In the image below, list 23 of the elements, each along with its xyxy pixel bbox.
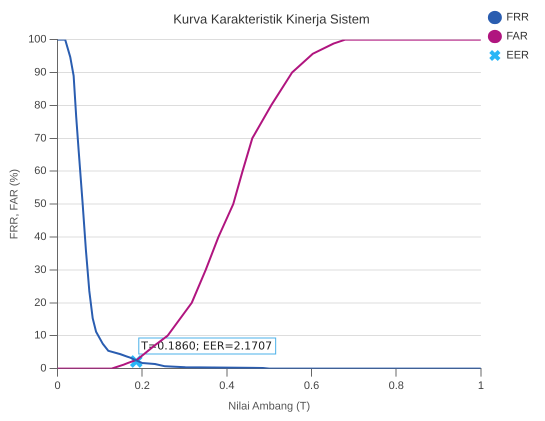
x-tick-label: 0.6 [304,380,320,392]
x-axis-title: Nilai Ambang (T) [228,400,310,412]
y-tick-label: 10 [34,330,47,342]
x-tick-label: 0 [54,380,61,392]
y-tick-label: 0 [40,362,47,375]
y-tick-label: 60 [34,165,47,178]
x-tick-label: 0.8 [388,380,404,392]
y-tick-label: 100 [28,34,47,46]
legend-label: FAR [506,30,528,43]
y-tick-label: 80 [34,99,47,112]
y-tick-label: 70 [34,132,47,144]
y-tick-label: 90 [34,66,47,79]
y-tick-label: 20 [34,296,47,309]
y-tick-label: 40 [34,231,47,244]
x-tick-label: 0.4 [219,380,235,392]
x-tick-label: 1 [478,380,484,392]
y-axis-title: FRR, FAR (%) [8,168,21,240]
legend-label: EER [506,50,530,62]
y-tick-label: 50 [34,198,47,210]
chart-title: Kurva Karakteristik Kinerja Sistem [173,11,370,26]
x-tick-label: 0.2 [134,380,150,392]
y-tick-label: 30 [34,264,47,276]
legend-label: FRR [506,12,530,24]
